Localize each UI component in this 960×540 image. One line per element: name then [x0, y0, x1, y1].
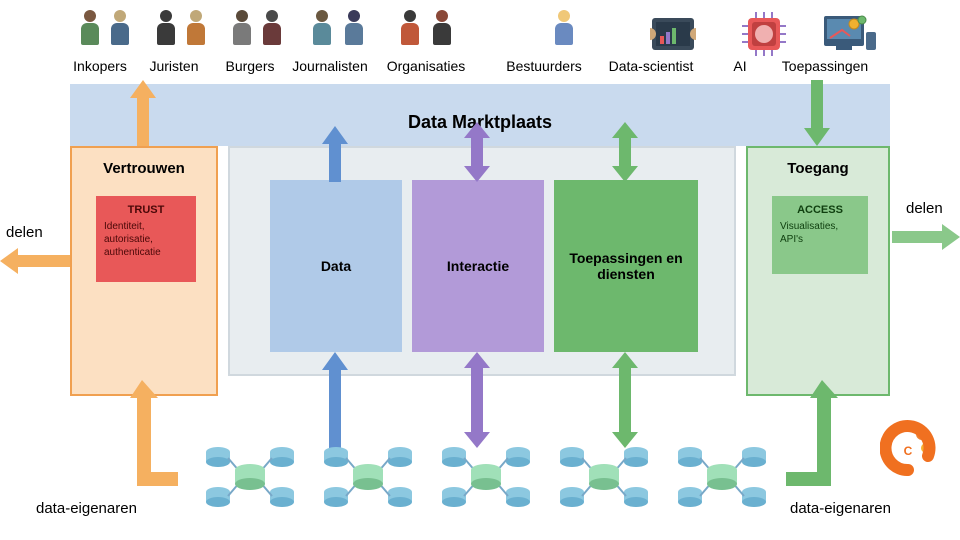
svg-text:C: C [904, 444, 913, 458]
delen-right-label: delen [906, 200, 943, 217]
persona-label: Organisaties [378, 58, 474, 74]
arrow-bidir-green [610, 122, 640, 182]
persona-label: Burgers [212, 58, 288, 74]
persona-label: Toepassingen [770, 58, 880, 74]
data-box: Data [270, 180, 402, 352]
toepassingen-box: Toepassingen en diensten [554, 180, 698, 352]
box-subtitle: Identiteit, autorisatie, authenticatie [104, 220, 188, 259]
toegang-section: Toegang ACCESS Visualisaties, API's [746, 146, 890, 396]
data-eigenaren-right: data-eigenaren [790, 500, 891, 517]
db-cluster-icon [672, 440, 772, 510]
arrow-bidir-purple-bottom [462, 352, 492, 448]
top-personas-row [70, 10, 940, 90]
persona-label: AI [720, 58, 760, 74]
toepassingen-icon [822, 14, 878, 56]
section-title: Vertrouwen [72, 148, 216, 177]
db-cluster-icon [200, 440, 300, 510]
db-cluster-icon [318, 440, 418, 510]
box-title: TRUST [104, 204, 188, 216]
vertrouwen-section: Vertrouwen TRUST Identiteit, autorisatie… [70, 146, 218, 396]
arrow-bidir-purple [462, 122, 492, 182]
delen-left-label: delen [6, 224, 43, 241]
db-clusters-row [200, 440, 770, 510]
ai-icon [742, 12, 786, 56]
box-label: Interactie [447, 258, 509, 274]
arrow-up-blue-bottom [320, 352, 350, 448]
arrow-down-green [802, 80, 832, 146]
arrow-bidir-green-bottom [610, 352, 640, 448]
data-scientist-icon [650, 14, 696, 54]
persona-label: Journalisten [282, 58, 378, 74]
persona-label: Bestuurders [494, 58, 594, 74]
data-eigenaren-left: data-eigenaren [36, 500, 137, 517]
arrow-left-delen [0, 246, 70, 276]
box-subtitle: Visualisaties, API's [780, 220, 860, 246]
box-title: ACCESS [780, 204, 860, 216]
persona-label: Juristen [136, 58, 212, 74]
arrow-up-orange [128, 80, 158, 146]
trust-box: TRUST Identiteit, autorisatie, authentic… [96, 196, 196, 282]
persona-label: Inkopers [60, 58, 140, 74]
interactie-box: Interactie [412, 180, 544, 352]
logo-icon: C [880, 420, 936, 476]
persona-label: Data-scientist [596, 58, 706, 74]
arrow-elbow-green [786, 380, 846, 500]
arrow-elbow-orange [118, 380, 178, 500]
section-title: Toegang [748, 148, 888, 177]
box-label: Data [321, 258, 351, 274]
access-box: ACCESS Visualisaties, API's [772, 196, 868, 274]
db-cluster-icon [554, 440, 654, 510]
db-cluster-icon [436, 440, 536, 510]
arrow-right-delen [892, 222, 960, 252]
box-label: Toepassingen en diensten [566, 250, 686, 282]
arrow-up-blue [320, 126, 350, 182]
